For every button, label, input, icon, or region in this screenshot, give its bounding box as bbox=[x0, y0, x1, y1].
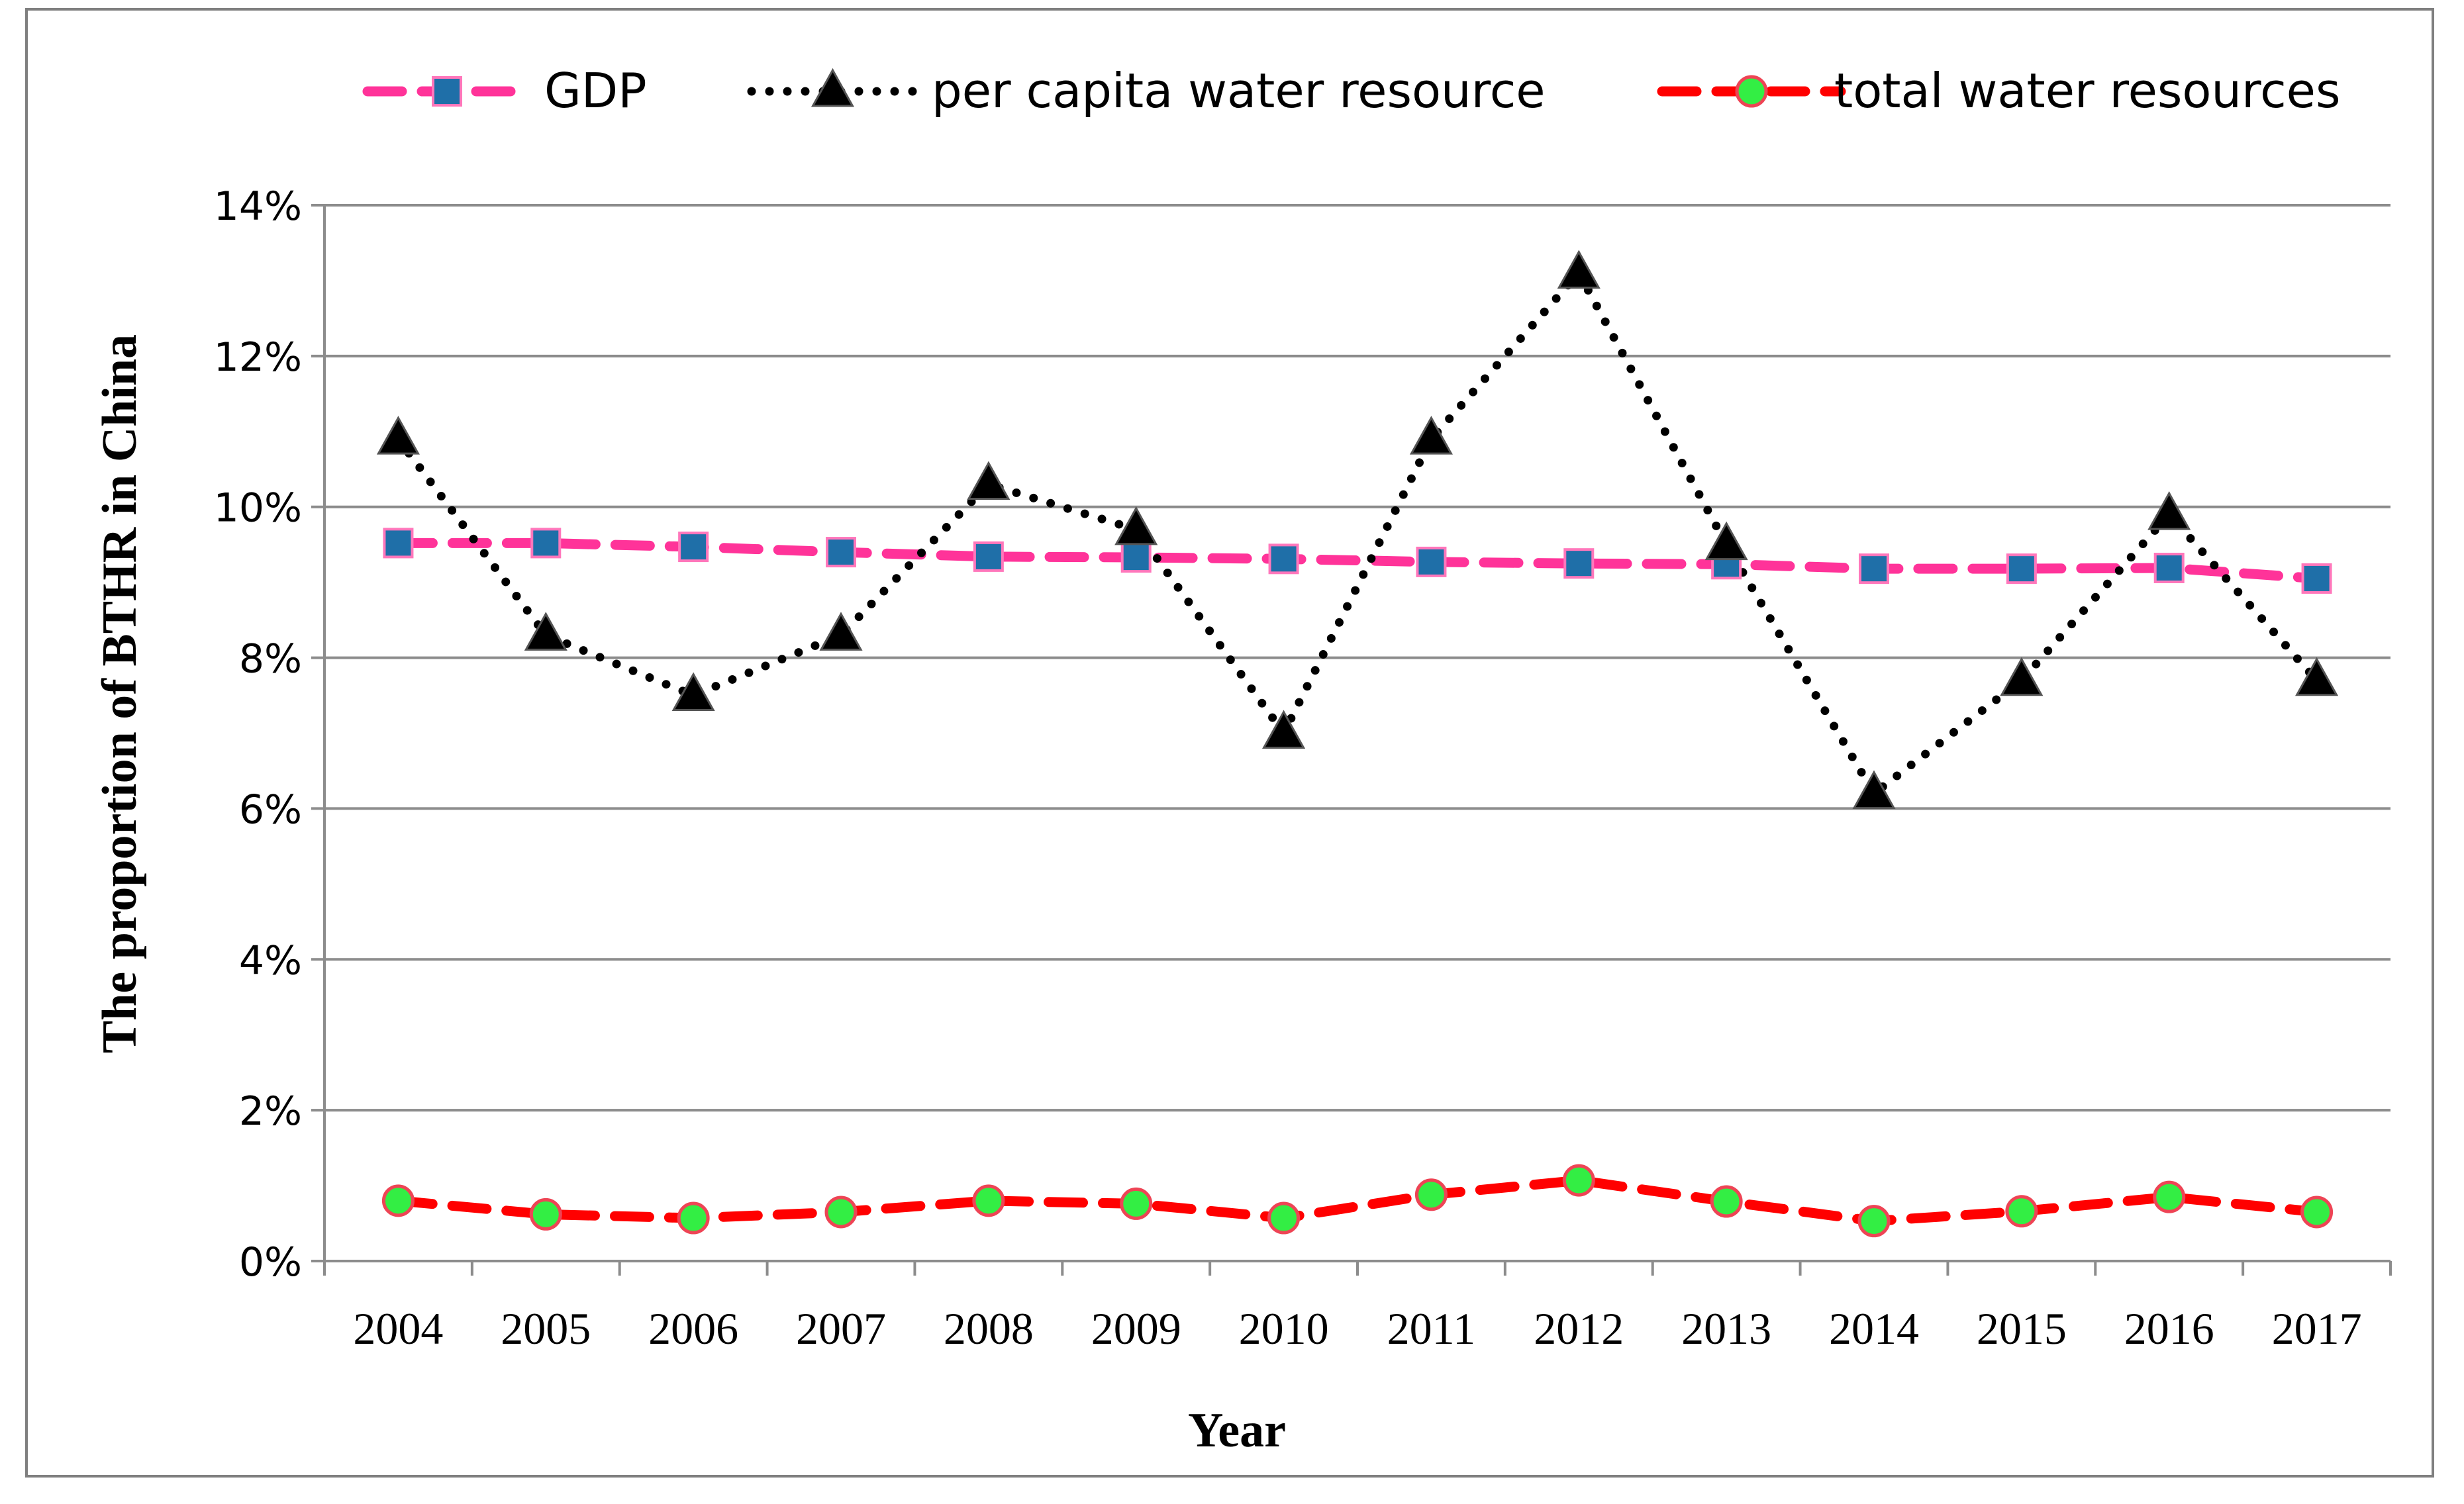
legend-label: per capita water resource bbox=[932, 63, 1546, 118]
data-point-2 bbox=[381, 1184, 415, 1217]
data-point-1 bbox=[2295, 657, 2339, 696]
data-point-1 bbox=[967, 461, 1010, 500]
data-point-0 bbox=[2153, 552, 2185, 583]
y-tick-label: 4% bbox=[239, 937, 302, 984]
y-tick-label: 10% bbox=[214, 485, 302, 532]
data-point-0 bbox=[973, 541, 1004, 572]
series-line-2 bbox=[393, 1175, 2322, 1227]
x-tick-label: 2013 bbox=[1681, 1303, 1771, 1354]
legend-marker bbox=[811, 68, 855, 107]
y-tick-label: 8% bbox=[239, 636, 302, 682]
series-lines bbox=[393, 269, 2322, 1227]
x-tick-label: 2009 bbox=[1091, 1303, 1181, 1354]
y-tick-label: 14% bbox=[214, 183, 302, 230]
chart-frame bbox=[25, 8, 2434, 1478]
legend-item-0: GDP bbox=[362, 63, 647, 118]
data-point-0 bbox=[678, 532, 709, 563]
data-point-1 bbox=[1704, 521, 1748, 561]
data-point-2 bbox=[1857, 1205, 1891, 1238]
data-point-1 bbox=[376, 416, 420, 455]
data-point-2 bbox=[1710, 1185, 1743, 1218]
data-point-0 bbox=[826, 537, 856, 568]
legend-marker bbox=[432, 76, 462, 107]
legend: GDP per capita water resource total water … bbox=[362, 63, 2340, 118]
data-point-2 bbox=[1120, 1187, 1153, 1220]
data-point-0 bbox=[2006, 553, 2037, 585]
data-point-2 bbox=[2300, 1196, 2334, 1229]
series-line-0 bbox=[393, 538, 2322, 584]
x-tick-label: 2006 bbox=[648, 1303, 738, 1354]
x-tick-label: 2010 bbox=[1239, 1303, 1329, 1354]
data-point-1 bbox=[1409, 416, 1453, 455]
data-point-1 bbox=[1557, 250, 1601, 289]
series-line-1 bbox=[393, 269, 2322, 798]
x-tick-label: 2015 bbox=[1977, 1303, 2067, 1354]
x-tick-label: 2017 bbox=[2272, 1303, 2362, 1354]
data-point-2 bbox=[677, 1201, 710, 1235]
data-point-1 bbox=[1852, 770, 1896, 810]
data-point-0 bbox=[530, 528, 562, 559]
y-tick-label: 6% bbox=[239, 786, 302, 833]
series-markers bbox=[376, 250, 2339, 1238]
legend-item-1: per capita water resource bbox=[747, 63, 1546, 118]
data-point-1 bbox=[1114, 506, 1158, 545]
x-tick-label: 2014 bbox=[1829, 1303, 1919, 1354]
legend-label: total water resources bbox=[1834, 63, 2340, 118]
data-point-2 bbox=[972, 1184, 1005, 1217]
legend-marker bbox=[1735, 75, 1768, 108]
y-axis-title: The proportion of BTHR in China bbox=[93, 334, 147, 1053]
data-point-1 bbox=[819, 612, 863, 651]
x-tick-label: 2008 bbox=[944, 1303, 1034, 1354]
data-point-1 bbox=[524, 612, 567, 651]
y-tick-label: 2% bbox=[239, 1088, 302, 1135]
legend-label: GDP bbox=[544, 63, 647, 118]
x-axis-title: Year bbox=[1188, 1403, 1286, 1458]
data-point-1 bbox=[2147, 491, 2191, 530]
data-point-0 bbox=[1416, 546, 1447, 577]
x-tick-label: 2012 bbox=[1534, 1303, 1624, 1354]
data-point-0 bbox=[1859, 553, 1889, 585]
data-point-0 bbox=[1563, 548, 1595, 579]
data-point-2 bbox=[1267, 1201, 1301, 1235]
data-point-2 bbox=[2005, 1195, 2038, 1228]
data-point-2 bbox=[2153, 1180, 2186, 1213]
data-point-2 bbox=[824, 1196, 858, 1229]
data-point-1 bbox=[671, 672, 715, 712]
data-point-1 bbox=[1262, 710, 1306, 749]
data-point-2 bbox=[1414, 1178, 1448, 1211]
grid-lines bbox=[324, 204, 2390, 1112]
x-tick-label: 2004 bbox=[353, 1303, 443, 1354]
y-tick-label: 12% bbox=[214, 334, 302, 381]
axis-labels: 0% 2% 4% 6% 8% 10% 12% 14% 2004 2005 2006 2007 2008 2… bbox=[93, 183, 2362, 1458]
axes bbox=[311, 204, 2392, 1276]
x-tick-label: 2007 bbox=[796, 1303, 886, 1354]
data-point-0 bbox=[1120, 542, 1152, 573]
data-point-1 bbox=[2000, 657, 2044, 696]
data-point-0 bbox=[2301, 563, 2332, 594]
y-tick-label: 0% bbox=[239, 1239, 302, 1286]
x-tick-label: 2016 bbox=[2124, 1303, 2214, 1354]
data-point-2 bbox=[529, 1198, 562, 1231]
x-tick-label: 2011 bbox=[1387, 1303, 1475, 1354]
x-tick-label: 2005 bbox=[501, 1303, 591, 1354]
data-point-2 bbox=[1562, 1164, 1595, 1197]
data-point-0 bbox=[1268, 543, 1299, 575]
data-point-0 bbox=[383, 528, 414, 559]
legend-item-2: total water resources bbox=[1657, 63, 2340, 118]
